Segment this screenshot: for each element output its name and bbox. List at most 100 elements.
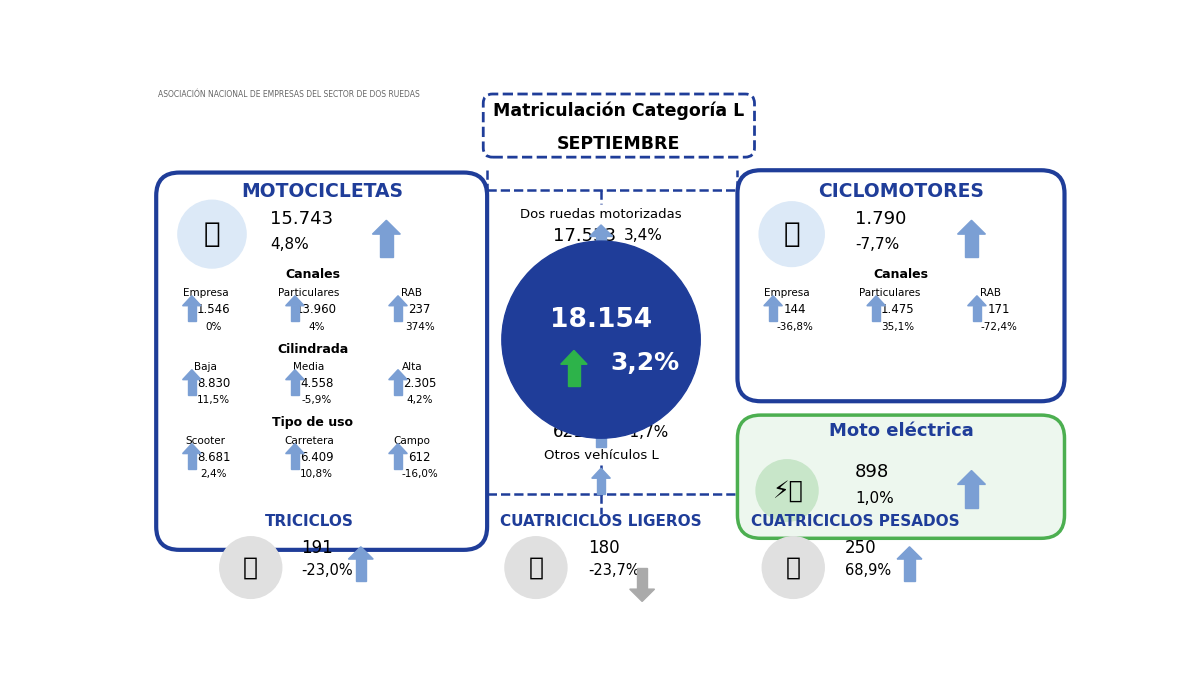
Text: Empresa: Empresa — [182, 288, 229, 298]
Polygon shape — [568, 364, 580, 386]
Circle shape — [505, 537, 566, 598]
Text: Tipo de uso: Tipo de uso — [272, 416, 353, 429]
Polygon shape — [589, 225, 613, 237]
Polygon shape — [182, 370, 202, 379]
Text: 1.546: 1.546 — [197, 303, 230, 316]
FancyBboxPatch shape — [484, 94, 755, 158]
Polygon shape — [187, 454, 196, 469]
Text: 191: 191 — [301, 538, 332, 557]
Text: 4,2%: 4,2% — [407, 395, 433, 405]
Circle shape — [756, 460, 818, 522]
Polygon shape — [290, 379, 299, 395]
Polygon shape — [182, 295, 202, 306]
Text: 144: 144 — [784, 303, 806, 316]
Text: 3,4%: 3,4% — [624, 228, 664, 243]
Text: 374%: 374% — [404, 321, 434, 332]
FancyBboxPatch shape — [156, 172, 487, 550]
Polygon shape — [187, 306, 196, 321]
Polygon shape — [290, 454, 299, 469]
Text: 612: 612 — [408, 451, 431, 464]
Polygon shape — [973, 306, 982, 321]
Polygon shape — [286, 444, 305, 454]
Polygon shape — [380, 234, 392, 258]
Text: 8.681: 8.681 — [197, 451, 230, 464]
Circle shape — [760, 202, 824, 267]
Polygon shape — [764, 295, 782, 306]
Text: Empresa: Empresa — [764, 288, 810, 298]
Text: Canales: Canales — [874, 269, 929, 281]
Polygon shape — [372, 220, 401, 234]
Text: 🛵: 🛵 — [244, 556, 258, 580]
Text: 11,5%: 11,5% — [197, 395, 230, 405]
Polygon shape — [389, 370, 407, 379]
Polygon shape — [637, 568, 647, 589]
Text: 1.475: 1.475 — [881, 303, 914, 316]
Polygon shape — [182, 444, 202, 454]
Polygon shape — [596, 478, 605, 493]
Polygon shape — [389, 295, 407, 306]
Text: RAB: RAB — [980, 288, 1001, 298]
Text: 1.790: 1.790 — [856, 210, 907, 228]
Polygon shape — [394, 379, 402, 395]
Text: 4%: 4% — [308, 321, 325, 332]
Text: -5,9%: -5,9% — [301, 395, 331, 405]
Text: 🚙: 🚙 — [786, 556, 800, 580]
Text: 250: 250 — [845, 538, 877, 557]
Text: 🛵: 🛵 — [784, 220, 800, 248]
Text: -7,7%: -7,7% — [856, 237, 900, 252]
Text: -36,8%: -36,8% — [776, 321, 814, 332]
Circle shape — [178, 200, 246, 268]
Polygon shape — [286, 370, 305, 379]
Text: CUATRICICLOS PESADOS: CUATRICICLOS PESADOS — [751, 514, 960, 529]
Text: Campo: Campo — [394, 436, 431, 447]
Text: CUATRICICLOS LIGEROS: CUATRICICLOS LIGEROS — [500, 514, 702, 529]
Text: Baja: Baja — [194, 363, 217, 372]
Text: 35,1%: 35,1% — [881, 321, 914, 332]
Text: CICLOMOTORES: CICLOMOTORES — [818, 182, 984, 202]
FancyBboxPatch shape — [738, 415, 1064, 538]
Polygon shape — [958, 220, 985, 234]
Circle shape — [220, 537, 282, 598]
Polygon shape — [630, 589, 654, 601]
Polygon shape — [348, 547, 373, 559]
Text: -1,7%: -1,7% — [624, 424, 668, 440]
Text: Scooter: Scooter — [186, 436, 226, 447]
Circle shape — [502, 241, 701, 438]
Polygon shape — [866, 295, 886, 306]
Polygon shape — [769, 306, 778, 321]
Text: 4,8%: 4,8% — [270, 237, 308, 252]
Text: 13.960: 13.960 — [296, 303, 337, 316]
Text: Dos ruedas motorizadas: Dos ruedas motorizadas — [521, 209, 682, 221]
Polygon shape — [965, 234, 978, 258]
Text: -16,0%: -16,0% — [401, 470, 438, 480]
Polygon shape — [898, 547, 922, 559]
Polygon shape — [389, 444, 407, 454]
Text: 15.743: 15.743 — [270, 210, 334, 228]
Text: 237: 237 — [408, 303, 431, 316]
Polygon shape — [965, 484, 978, 508]
Polygon shape — [290, 306, 299, 321]
Text: ⚡🛵: ⚡🛵 — [772, 479, 803, 503]
Text: 68,9%: 68,9% — [845, 563, 892, 578]
Text: 6.409: 6.409 — [300, 451, 334, 464]
Text: MOTOCICLETAS: MOTOCICLETAS — [241, 182, 403, 202]
Text: -23,0%: -23,0% — [301, 563, 353, 578]
Polygon shape — [967, 295, 986, 306]
Text: Matriculación Categoría L: Matriculación Categoría L — [493, 102, 744, 120]
Text: Particulares: Particulares — [859, 288, 920, 298]
Polygon shape — [355, 559, 366, 581]
Text: Cilindrada: Cilindrada — [277, 343, 348, 356]
Text: Canales: Canales — [286, 269, 341, 281]
Text: 1,0%: 1,0% — [856, 491, 894, 506]
Polygon shape — [394, 306, 402, 321]
Polygon shape — [872, 306, 881, 321]
Text: 180: 180 — [588, 538, 619, 557]
Polygon shape — [905, 559, 914, 581]
Text: SEPTIEMBRE: SEPTIEMBRE — [557, 135, 680, 153]
Text: 10,8%: 10,8% — [300, 470, 334, 480]
Text: -72,4%: -72,4% — [980, 321, 1018, 332]
Text: 18.154: 18.154 — [550, 307, 652, 333]
Text: Moto eléctrica: Moto eléctrica — [828, 421, 973, 440]
Text: 2.305: 2.305 — [403, 377, 437, 390]
Text: RAB: RAB — [402, 288, 422, 298]
